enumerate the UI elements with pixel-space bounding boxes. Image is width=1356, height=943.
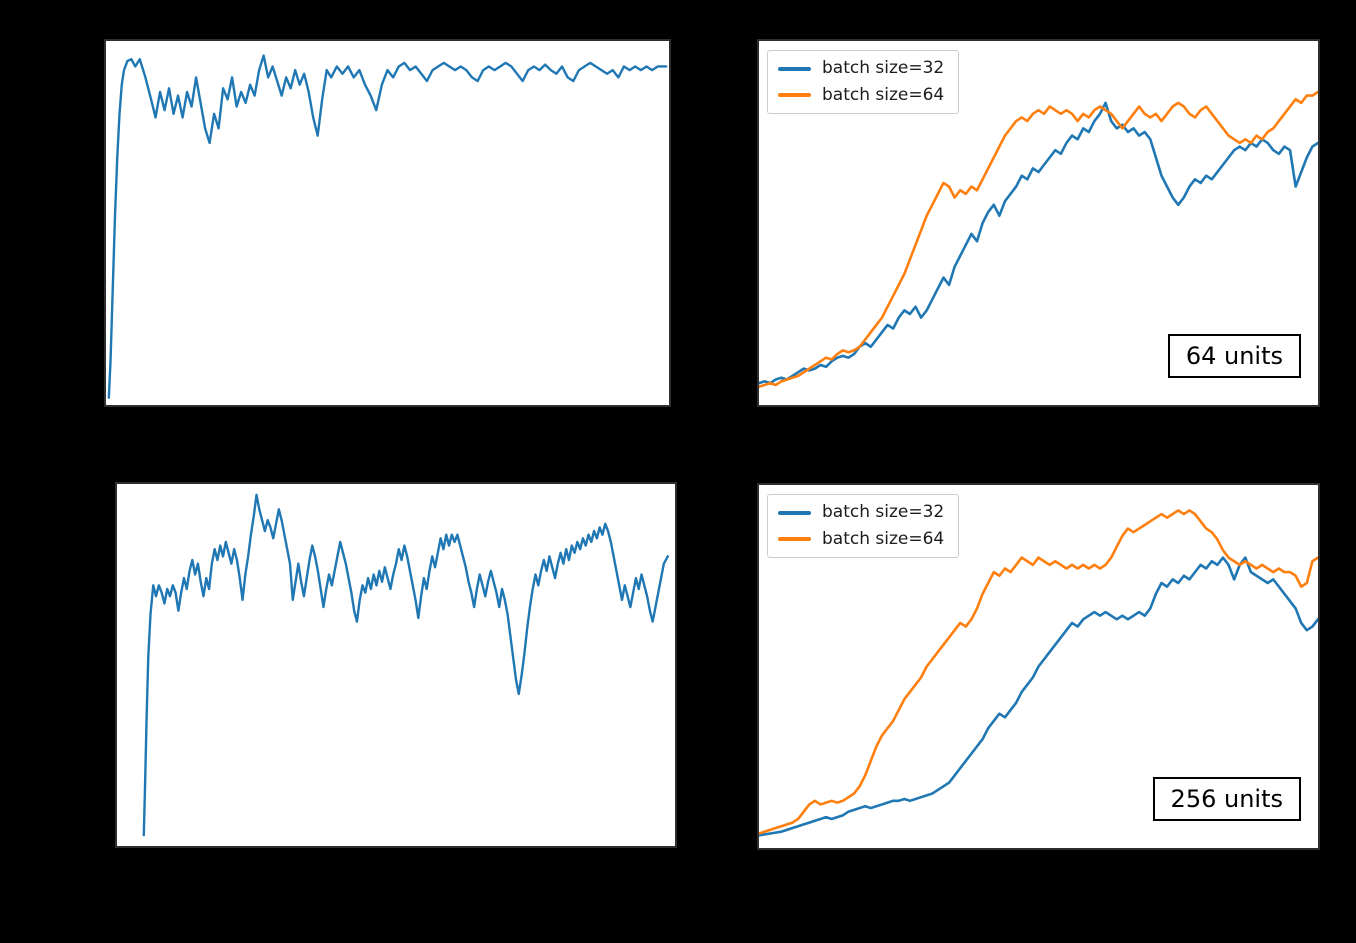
units-annotation-box: 256 units — [1152, 777, 1301, 821]
legend-line-swatch-blue — [778, 510, 811, 515]
legend-label: batch size=32 — [822, 58, 945, 78]
units-annotation-box: 64 units — [1167, 334, 1301, 378]
line-chart-bottom-left — [117, 484, 675, 846]
line-chart-bottom-right — [759, 485, 1318, 848]
legend-entry: batch size=64 — [778, 84, 945, 106]
plot-panel-top-left — [104, 39, 671, 407]
plot-panel-top-right: batch size=32 batch size=64 64 units — [757, 39, 1320, 407]
legend-label: batch size=32 — [822, 502, 945, 522]
legend: batch size=32 batch size=64 — [767, 494, 960, 559]
legend-entry: batch size=32 — [778, 502, 945, 523]
legend-label: batch size=64 — [822, 528, 945, 549]
plot-panel-bottom-left — [115, 482, 677, 848]
legend: batch size=32 batch size=64 — [767, 50, 960, 115]
legend-line-swatch-orange — [778, 537, 811, 542]
legend-line-swatch-blue — [778, 66, 811, 71]
legend-entry: batch size=64 — [778, 528, 945, 550]
plot-panel-bottom-right: batch size=32 batch size=64 256 units — [757, 483, 1320, 850]
line-chart-top-right — [759, 41, 1318, 405]
legend-entry: batch size=32 — [778, 58, 945, 79]
legend-label: batch size=64 — [822, 84, 945, 105]
line-chart-top-left — [106, 41, 669, 405]
legend-line-swatch-orange — [778, 93, 811, 98]
